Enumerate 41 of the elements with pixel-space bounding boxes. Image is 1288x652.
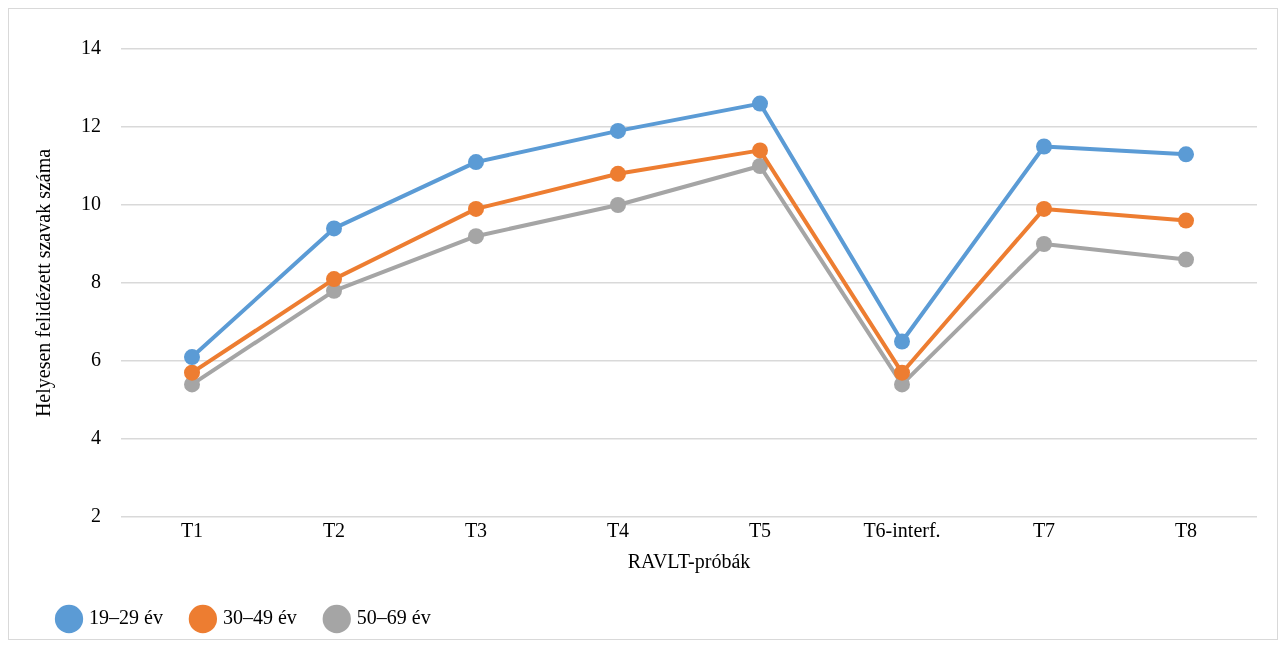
point (752, 158, 768, 174)
y-axis-title: Helyesen felidézett szavak száma (32, 148, 56, 418)
point (184, 364, 200, 381)
x-tick-label: T1 (180, 519, 204, 542)
x-tick-label: T2 (322, 519, 346, 542)
point (1036, 236, 1052, 252)
point (1178, 251, 1194, 268)
x-axis-title: RAVLT-próbák (627, 550, 751, 574)
x-tick-label: T5 (748, 519, 772, 542)
x-tick-label: T8 (1174, 519, 1198, 542)
x-tick-label: T7 (1032, 519, 1056, 542)
x-tick-label: T4 (606, 519, 630, 542)
point (610, 165, 626, 182)
y-tick-label: 4 (91, 426, 101, 449)
y-tick-label: 6 (91, 348, 101, 371)
point (752, 95, 768, 112)
point (752, 142, 768, 159)
y-tick-label: 8 (91, 270, 101, 293)
legend-label: 19–29 év (89, 606, 163, 629)
point (326, 271, 342, 288)
point (468, 200, 484, 217)
point (326, 220, 342, 237)
point (1036, 138, 1052, 155)
legend-label: 30–49 év (222, 606, 297, 629)
legend-label: 50–69 év (356, 606, 431, 629)
y-tick-label: 10 (81, 192, 101, 215)
y-tick-label: 2 (91, 504, 101, 527)
point (1178, 212, 1194, 229)
x-tick-label: T3 (464, 519, 488, 542)
point (894, 364, 910, 381)
point (468, 154, 484, 171)
point (468, 228, 484, 245)
point (610, 122, 626, 139)
y-tick-label: 12 (81, 114, 101, 137)
point (1036, 200, 1052, 217)
x-tick-label: T6-interf. (863, 519, 941, 542)
point (1178, 146, 1194, 163)
point (894, 333, 910, 350)
point (184, 349, 200, 366)
point (610, 197, 626, 213)
y-tick-label: 14 (81, 36, 101, 59)
